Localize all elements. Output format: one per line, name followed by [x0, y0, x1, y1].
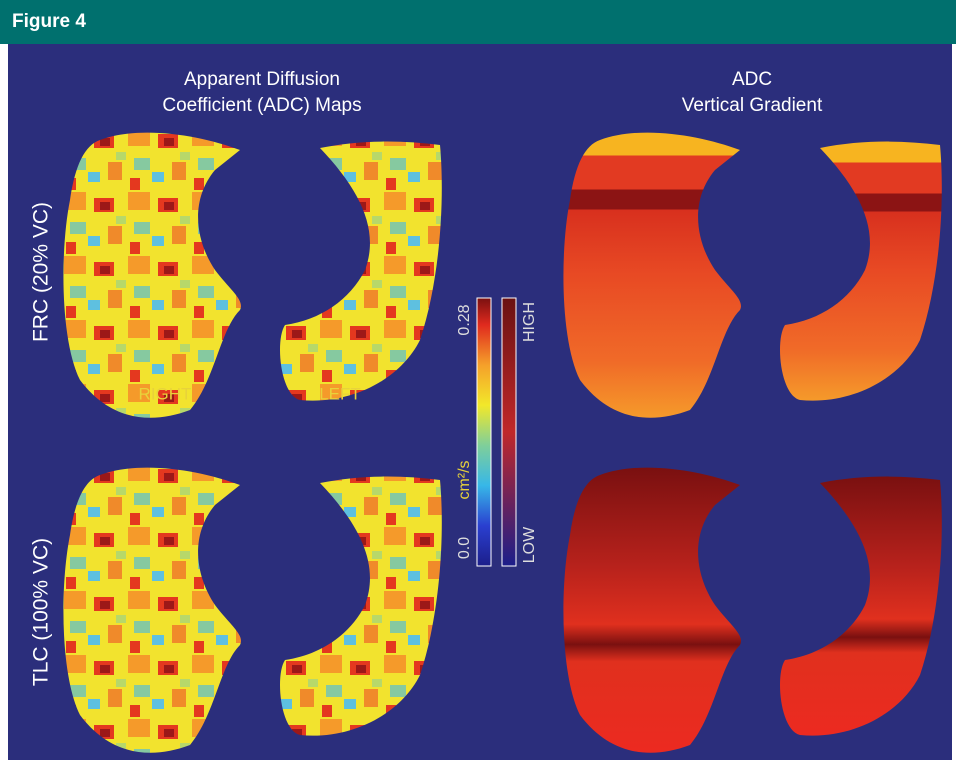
- colorbar-unit: cm²/s: [456, 460, 473, 499]
- colorbar: [477, 298, 491, 566]
- colorbar-label: LOW: [521, 526, 538, 563]
- side-label: RIGHT: [139, 384, 192, 403]
- colorbar-label: 0.28: [456, 304, 473, 335]
- header-bar: [0, 0, 956, 44]
- header-title: Figure 4: [12, 11, 86, 32]
- panel-title: ADC: [732, 69, 772, 90]
- row-label: FRC (20% VC): [30, 202, 53, 342]
- side-label: LEFT: [319, 384, 361, 403]
- panel-title: Vertical Gradient: [682, 95, 823, 116]
- panel-title: Coefficient (ADC) Maps: [162, 95, 361, 116]
- figure: Figure 4 Apparent Diffusion Coefficient …: [0, 0, 956, 767]
- colorbar: [502, 298, 516, 566]
- colorbar-label: 0.0: [456, 537, 473, 559]
- panel-title: Apparent Diffusion: [184, 69, 340, 90]
- colorbar-label: HIGH: [521, 302, 538, 342]
- row-label: TLC (100% VC): [30, 538, 53, 686]
